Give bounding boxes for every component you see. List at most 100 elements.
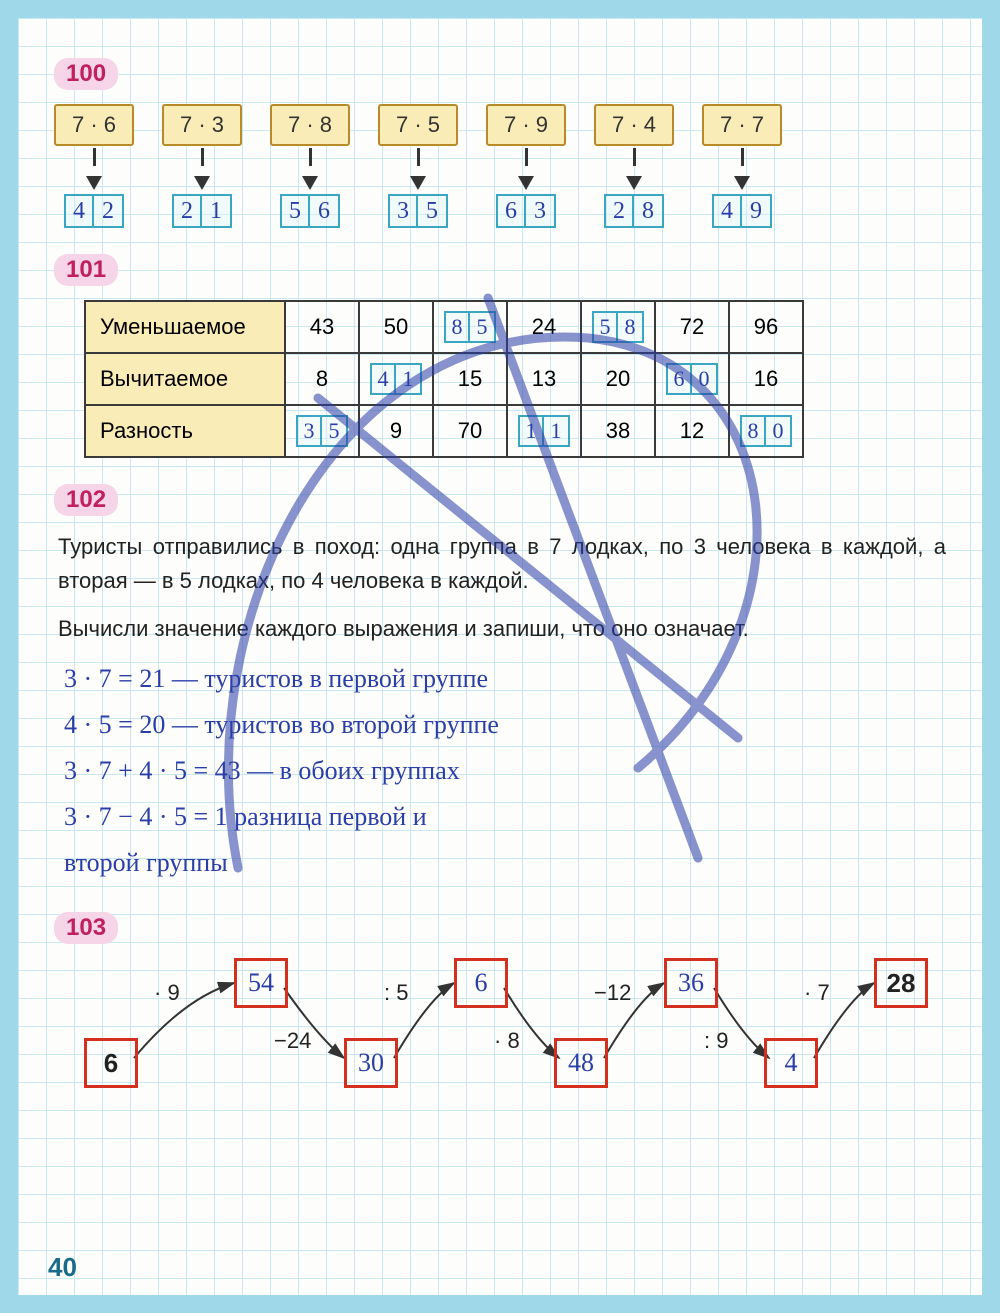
row-label: Уменьшаемое <box>85 301 285 353</box>
mult-column: 7 · 856 <box>270 104 350 228</box>
answer-digit: 5 <box>418 194 448 228</box>
table-cell: 16 <box>729 353 803 405</box>
table-cell: 41 <box>359 353 433 405</box>
subtraction-table: Уменьшаемое43508524587296Вычитаемое84115… <box>84 300 804 458</box>
mult-expression: 7 · 4 <box>594 104 674 146</box>
answer-digit: 5 <box>280 194 310 228</box>
chain-box: 30 <box>344 1038 398 1088</box>
chain-box: 48 <box>554 1038 608 1088</box>
row-label: Разность <box>85 405 285 457</box>
chain-operation: : 5 <box>384 980 408 1006</box>
fill-digit: 1 <box>396 363 422 395</box>
mult-column: 7 · 4 28 <box>594 104 674 228</box>
mult-expression: 7 · 9 <box>486 104 566 146</box>
fill-digit: 0 <box>766 415 792 447</box>
arrow-down-icon <box>194 176 210 190</box>
table-cell: 96 <box>729 301 803 353</box>
problem-103: 103 6 54 30 6 48 36 4 28 · 9 −24 : 5 · 8 <box>54 912 946 1118</box>
arrow-stem <box>741 148 744 166</box>
answer-digit: 2 <box>94 194 124 228</box>
fill-digit: 5 <box>592 311 618 343</box>
chain-box: 6 <box>454 958 508 1008</box>
table-cell: 72 <box>655 301 729 353</box>
answer-digit: 4 <box>712 194 742 228</box>
chain-box: 36 <box>664 958 718 1008</box>
answer-box: 56 <box>280 194 340 228</box>
answer-digit: 6 <box>310 194 340 228</box>
fill-digit: 8 <box>444 311 470 343</box>
chain-operation: −24 <box>274 1028 311 1054</box>
table-row: Вычитаемое8411513206016 <box>85 353 803 405</box>
problem-number-101: 101 <box>54 254 118 286</box>
arrow-down-icon <box>302 176 318 190</box>
mult-expression: 7 · 5 <box>378 104 458 146</box>
table-cell: 58 <box>581 301 655 353</box>
arrow-stem <box>417 148 420 166</box>
table-cell: 13 <box>507 353 581 405</box>
fill-box: 85 <box>444 311 496 343</box>
answer-box: 42 <box>64 194 124 228</box>
answer-box: 21 <box>172 194 232 228</box>
arrow-down-icon <box>518 176 534 190</box>
fill-digit: 8 <box>740 415 766 447</box>
table-cell: 35 <box>285 405 359 457</box>
fill-box: 11 <box>518 415 570 447</box>
mult-expression: 7 · 6 <box>54 104 134 146</box>
table-cell: 24 <box>507 301 581 353</box>
mult-column: 7 · 5 35 <box>378 104 458 228</box>
table-cell: 43 <box>285 301 359 353</box>
table-cell: 15 <box>433 353 507 405</box>
table-cell: 60 <box>655 353 729 405</box>
chain-box: 4 <box>764 1038 818 1088</box>
mult-expression: 7 · 3 <box>162 104 242 146</box>
arrow-stem <box>201 148 204 166</box>
problem-number-100: 100 <box>54 58 118 90</box>
chain-operation: · 8 <box>494 1028 520 1054</box>
problem-100: 100 7 · 6427 · 3217 · 8567 · 5357 · 9637… <box>54 58 946 228</box>
answer-digit: 3 <box>388 194 418 228</box>
fill-box: 80 <box>740 415 792 447</box>
problem-102-handwriting: 3 · 7 = 21 — туристов в первой группе 4 … <box>54 656 946 886</box>
answer-digit: 3 <box>526 194 556 228</box>
problem-102: 102 Туристы отправились в поход: одна гр… <box>54 484 946 886</box>
table-cell: 8 <box>285 353 359 405</box>
page-outer: 100 7 · 6427 · 3217 · 8567 · 5357 · 9637… <box>0 0 1000 1313</box>
arrow-down-icon <box>734 176 750 190</box>
chain-operation: · 7 <box>804 980 830 1006</box>
fill-digit: 0 <box>692 363 718 395</box>
arrow-stem <box>633 148 636 166</box>
answer-digit: 4 <box>64 194 94 228</box>
arrow-down-icon <box>410 176 426 190</box>
fill-digit: 5 <box>322 415 348 447</box>
problem-102-text2: Вычисли значение каждого выражения и зап… <box>58 612 946 646</box>
chain-operation: · 9 <box>154 980 180 1006</box>
answer-box: 28 <box>604 194 664 228</box>
fill-digit: 4 <box>370 363 396 395</box>
chain-box: 6 <box>84 1038 138 1088</box>
fill-box: 60 <box>666 363 718 395</box>
fill-digit: 5 <box>470 311 496 343</box>
chain-box: 28 <box>874 958 928 1008</box>
problem-number-102: 102 <box>54 484 118 516</box>
table-cell: 38 <box>581 405 655 457</box>
fill-digit: 6 <box>666 363 692 395</box>
answer-digit: 1 <box>202 194 232 228</box>
answer-digit: 2 <box>604 194 634 228</box>
chain-box: 54 <box>234 958 288 1008</box>
answer-digit: 6 <box>496 194 526 228</box>
arrow-down-icon <box>86 176 102 190</box>
page-number: 40 <box>48 1252 77 1283</box>
arrow-down-icon <box>626 176 642 190</box>
table-cell: 12 <box>655 405 729 457</box>
table-cell: 85 <box>433 301 507 353</box>
table-row: Разность3597011381280 <box>85 405 803 457</box>
arrow-stem <box>309 148 312 166</box>
problem-number-103: 103 <box>54 912 118 944</box>
table-row: Уменьшаемое43508524587296 <box>85 301 803 353</box>
table-cell: 80 <box>729 405 803 457</box>
answer-box: 35 <box>388 194 448 228</box>
table-cell: 20 <box>581 353 655 405</box>
fill-box: 41 <box>370 363 422 395</box>
problem-101: 101 Уменьшаемое43508524587296Вычитаемое8… <box>54 254 946 458</box>
chain-diagram: 6543064836428· 9−24: 5· 8−12: 9· 7 <box>84 958 946 1118</box>
